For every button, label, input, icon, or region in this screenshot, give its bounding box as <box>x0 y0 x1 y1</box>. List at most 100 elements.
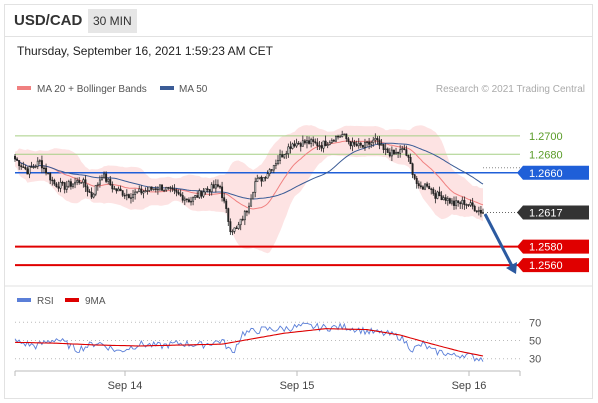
candle <box>347 136 350 145</box>
candle <box>134 188 137 200</box>
candle <box>136 191 139 194</box>
candle <box>179 189 182 197</box>
level-label-1.2660: 1.2660 <box>529 168 563 180</box>
timestamp: Thursday, September 16, 2021 1:59:23 AM … <box>17 44 273 58</box>
candle <box>45 163 48 176</box>
candle <box>324 135 327 147</box>
candle <box>34 164 37 169</box>
candle <box>328 140 331 146</box>
rsi-line <box>14 322 484 362</box>
candle <box>129 193 132 204</box>
candle <box>212 180 215 189</box>
candle <box>69 178 72 190</box>
candle <box>277 155 279 166</box>
candle <box>397 151 400 158</box>
candles-layer <box>14 130 484 236</box>
ma20-legend-label: MA 20 + Bollinger Bands <box>37 84 147 95</box>
candle <box>82 177 85 188</box>
candle <box>390 146 393 162</box>
candle <box>438 186 441 197</box>
candle <box>109 176 112 186</box>
candle <box>250 194 253 207</box>
candle <box>202 187 205 198</box>
candle <box>279 149 282 165</box>
candle <box>67 179 70 189</box>
forecast-arrow-icon <box>506 262 517 274</box>
candle <box>214 179 217 193</box>
level-label-1.2560: 1.2560 <box>529 260 563 272</box>
candle <box>318 141 321 151</box>
candle <box>432 187 435 196</box>
candle <box>351 137 354 152</box>
candle <box>210 182 213 196</box>
candle <box>457 200 460 207</box>
candle <box>127 193 130 199</box>
candle <box>55 182 58 188</box>
candle <box>320 141 323 152</box>
candle <box>349 141 352 150</box>
candle <box>426 181 429 188</box>
candle <box>260 175 263 187</box>
candle <box>450 198 453 206</box>
x-tick-label-2: Sep 16 <box>452 380 487 392</box>
candle <box>363 138 366 151</box>
candle <box>469 199 472 208</box>
candle <box>467 204 470 208</box>
rsi-legend-label: RSI <box>37 296 54 307</box>
candle <box>308 136 311 145</box>
candle <box>32 163 35 169</box>
chart-frame <box>4 4 593 399</box>
candle <box>407 154 410 162</box>
candle <box>171 185 174 192</box>
candle <box>254 177 257 198</box>
candle <box>156 186 159 195</box>
candle <box>299 141 302 152</box>
candle <box>291 142 294 150</box>
candle <box>413 174 416 181</box>
candle <box>115 188 118 194</box>
candle <box>355 140 358 147</box>
level-tag-1.2660 <box>517 165 589 180</box>
candle <box>436 190 439 200</box>
candle <box>117 186 120 192</box>
timeframe-button[interactable]: 30 MIN <box>88 9 137 33</box>
candle <box>312 136 315 147</box>
candle <box>374 133 377 145</box>
candle <box>167 186 170 190</box>
candle <box>316 138 319 151</box>
candle <box>442 195 445 201</box>
rsi9-legend-label: 9MA <box>85 296 106 307</box>
level-labels-layer: 1.2700 1.2680 1.2660 1.2617 1.2580 1.2560 <box>517 131 589 273</box>
candle <box>285 150 288 159</box>
candle <box>448 197 451 205</box>
candle <box>181 192 184 203</box>
candle <box>113 185 116 190</box>
candle <box>53 178 56 186</box>
ma20-legend-swatch <box>17 86 31 90</box>
candle <box>235 225 238 230</box>
candle <box>314 138 317 145</box>
candle <box>297 141 300 145</box>
ma50-legend-label: MA 50 <box>179 84 208 95</box>
rsi9-legend-swatch <box>65 298 79 302</box>
candle <box>165 186 168 192</box>
candle <box>132 189 135 202</box>
candle <box>80 182 83 184</box>
candle <box>463 196 466 210</box>
candle <box>65 180 68 193</box>
candle <box>270 169 273 173</box>
candle <box>399 145 402 158</box>
candle <box>43 165 45 174</box>
header-divider <box>4 36 593 37</box>
candle <box>421 185 424 190</box>
candle <box>411 162 414 179</box>
candle <box>51 176 54 186</box>
candle <box>61 180 64 186</box>
candle <box>357 138 360 149</box>
candle <box>272 164 275 174</box>
candle <box>148 186 151 192</box>
candle <box>200 190 203 199</box>
candle <box>386 147 389 153</box>
copyright-note: Research © 2021 Trading Central <box>436 84 585 95</box>
